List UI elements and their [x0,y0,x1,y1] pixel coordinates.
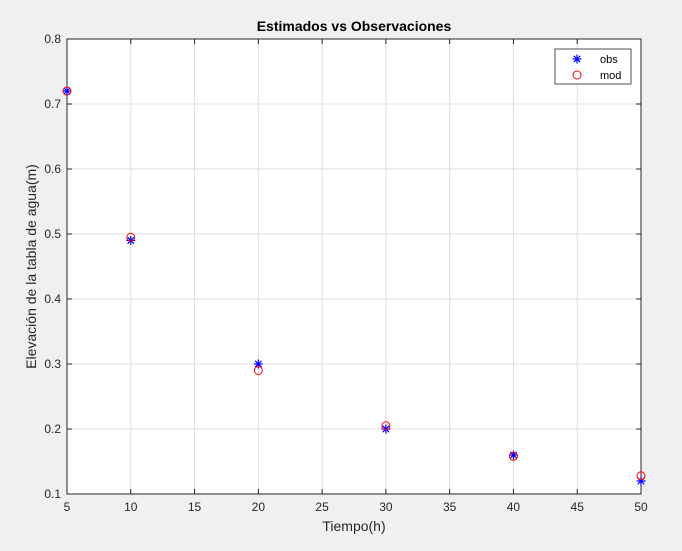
data-point-mod [62,86,72,96]
y-tick-label: 0.4 [44,292,61,306]
x-tick-label: 30 [379,500,393,514]
y-tick-label: 0.3 [44,357,61,371]
x-tick-label: 35 [443,500,457,514]
data-point-obs [62,86,72,96]
x-axis-label: Tiempo(h) [322,518,385,534]
data-marks [62,86,646,486]
y-axis-label: Elevación de la tabla de agua(m) [23,164,39,369]
legend-label-mod: mod [600,70,621,82]
legend-marker-obs [572,54,582,64]
y-tick-label: 0.7 [44,97,61,111]
y-tick-label: 0.8 [44,32,61,46]
data-point-mod [126,232,136,242]
x-tick-label: 10 [124,500,138,514]
legend-symbol-mod [572,70,582,80]
ticks [66,38,642,495]
y-tick-label: 0.1 [44,487,61,501]
x-tick-labels: 5 10 15 20 25 30 35 40 45 50 [64,500,648,514]
data-point-obs [253,359,263,369]
x-tick-label: 15 [188,500,202,514]
data-point-mod [253,366,263,375]
legend-symbol-obs [572,54,582,64]
legend-label-obs: obs [600,54,618,66]
x-tick-label: 45 [571,500,585,514]
plot-area [67,39,641,494]
x-tick-label: 25 [315,500,329,514]
y-tick-label: 0.2 [44,422,61,436]
data-point-mod [381,421,391,431]
y-tick-label: 0.5 [44,227,61,241]
data-point-mod [508,451,518,461]
y-tick-label: 0.6 [44,162,61,176]
x-tick-label: 40 [507,500,521,514]
x-tick-label: 20 [252,500,266,514]
axes-box [66,38,642,495]
legend: obs mod [554,48,632,85]
legend-marker-mod [572,70,582,80]
data-point-obs [126,236,136,245]
x-tick-label: 50 [634,500,648,514]
x-tick-label: 5 [64,500,71,514]
data-point-obs [381,424,391,434]
data-point-mod [636,471,646,481]
chart-title: Estimados vs Observaciones [257,18,452,34]
legend-box [554,48,632,85]
y-tick-labels: 0.1 0.2 0.3 0.4 0.5 0.6 0.7 0.8 [44,32,61,501]
